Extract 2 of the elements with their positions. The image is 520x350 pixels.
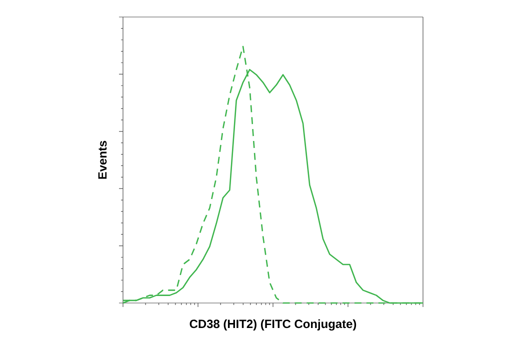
x-axis-title: CD38 (HIT2) (FITC Conjugate)	[190, 319, 356, 331]
y-axis-title: Events	[98, 140, 107, 179]
